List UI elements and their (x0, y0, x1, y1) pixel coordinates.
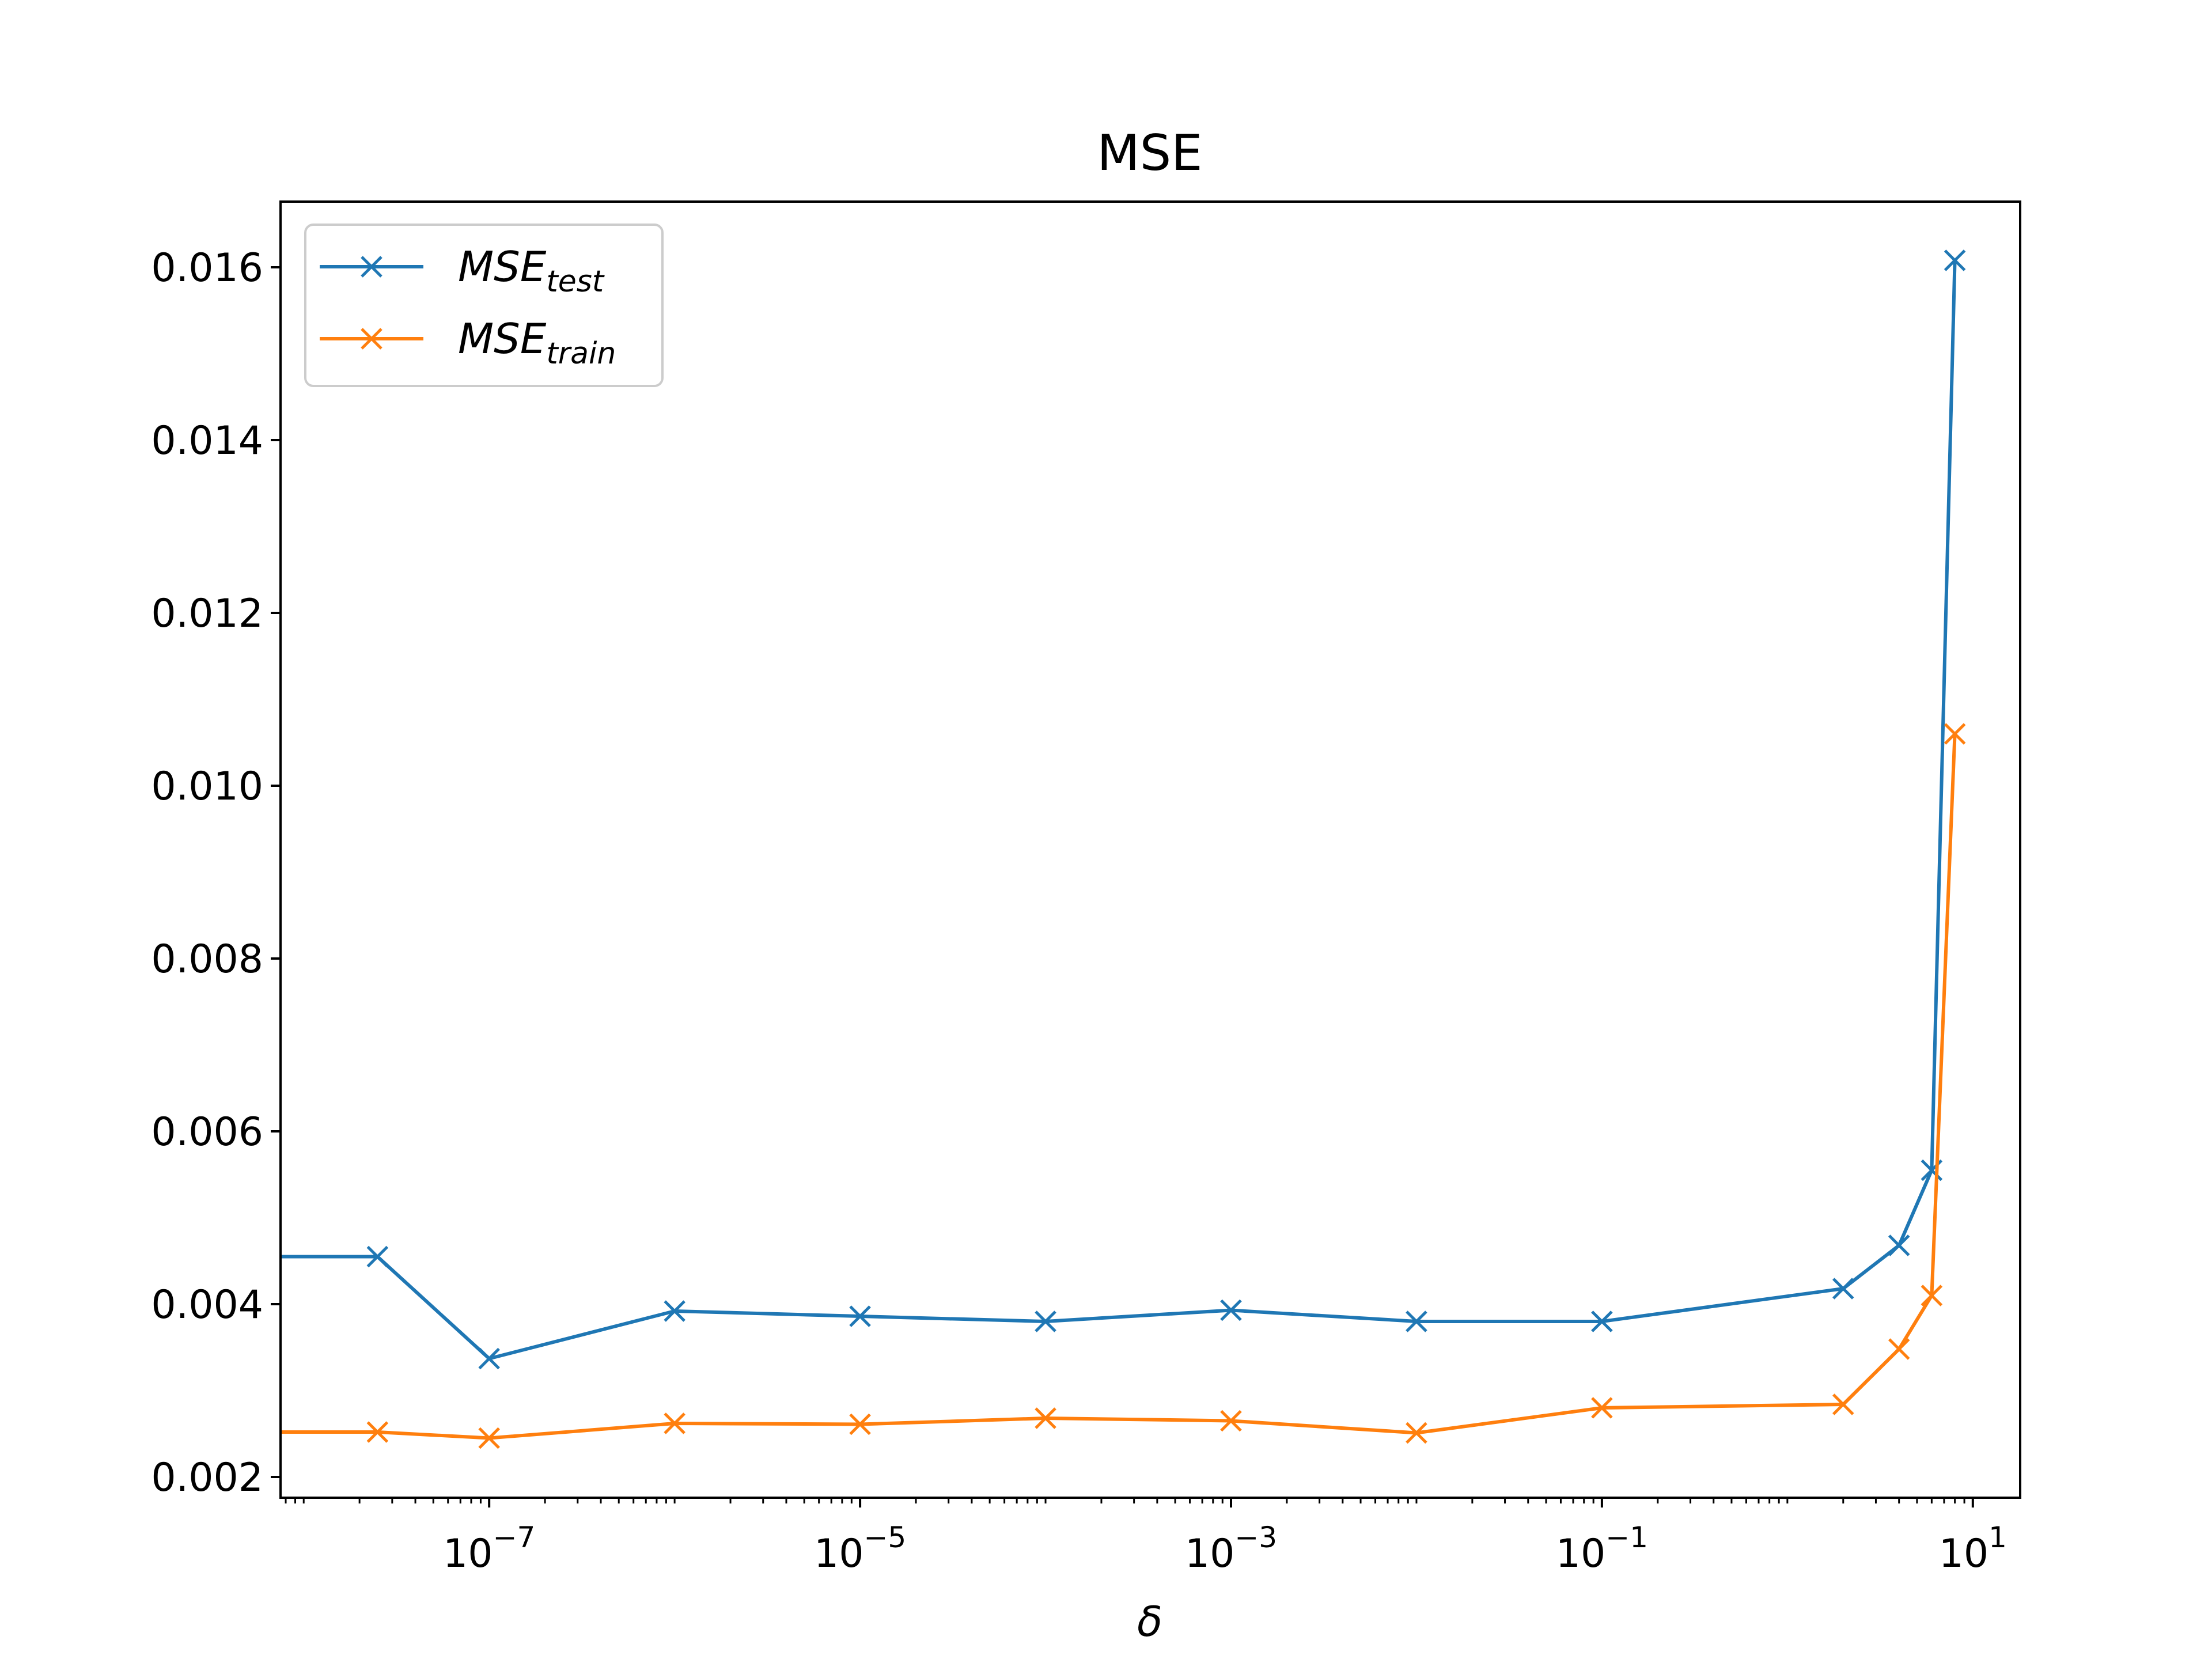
data-point-train (1888, 1338, 1910, 1360)
data-point-test (1944, 249, 1966, 271)
x-tick-label-base: 10 (443, 1531, 493, 1577)
x-tick-label-exponent: −1 (1605, 1521, 1648, 1554)
data-point-test (1832, 1278, 1854, 1300)
y-tick-label: 0.002 (151, 1455, 263, 1501)
data-point-test (366, 1245, 389, 1268)
x-tick-label: 10−3 (1185, 1521, 1277, 1577)
legend-item-train: MSEtrain (320, 315, 616, 371)
x-tick-label-base: 10 (1185, 1531, 1235, 1577)
y-tick-label: 0.014 (151, 418, 263, 464)
x-tick-label: 10−1 (1556, 1521, 1648, 1577)
data-point-test (1035, 1310, 1056, 1332)
y-tick-label: 0.006 (151, 1109, 263, 1155)
y-tick-label: 0.010 (151, 764, 263, 809)
data-point-test (478, 1347, 500, 1370)
x-tick-label-exponent: −7 (493, 1521, 536, 1554)
data-point-train (1921, 1285, 1943, 1306)
data-point-train (478, 1427, 500, 1449)
legend-item-test: MSEtest (320, 243, 605, 299)
y-axis: 0.002 0.004 0.006 0.008 0.010 0.012 0.014 0.016 (151, 245, 281, 1501)
y-tick-label: 0.016 (151, 245, 263, 291)
data-point-train (1832, 1393, 1854, 1415)
series-layer (281, 249, 1966, 1449)
legend-label-subscript: train (546, 336, 616, 371)
data-point-train (1035, 1407, 1056, 1429)
data-point-train (1220, 1410, 1242, 1432)
data-point-test (1888, 1234, 1910, 1256)
plot-frame (279, 200, 2021, 1499)
data-point-test (849, 1305, 871, 1327)
data-point-test (1591, 1310, 1613, 1332)
legend-label-subscript: test (546, 264, 604, 299)
x-tick-label-base: 10 (1939, 1531, 1989, 1577)
legend-label-main: MSE (458, 243, 547, 291)
x-axis-label: δ (1137, 1597, 1162, 1646)
x-tick-label-exponent: −5 (863, 1521, 906, 1554)
x-tick-label: 10−5 (814, 1521, 906, 1577)
data-point-train (849, 1413, 871, 1435)
data-point-train (1944, 723, 1966, 745)
x-tick-label-exponent: −3 (1234, 1521, 1277, 1554)
data-point-train (1591, 1397, 1613, 1419)
data-point-train (366, 1421, 389, 1443)
data-point-test (1220, 1299, 1242, 1321)
data-point-test (664, 1300, 685, 1322)
x-axis: 10−7 10−5 10−3 10−1 101 (285, 1498, 2007, 1577)
x-tick-label-base: 10 (1556, 1531, 1606, 1577)
y-tick-label: 0.012 (151, 591, 263, 637)
x-tick-label-base: 10 (814, 1531, 864, 1577)
y-tick-label: 0.008 (151, 937, 263, 982)
chart-title: MSE (1097, 124, 1202, 182)
y-tick-label: 0.004 (151, 1282, 263, 1328)
data-point-train (1406, 1422, 1427, 1444)
data-point-test (1406, 1310, 1427, 1332)
legend-label: MSEtest (458, 243, 605, 299)
x-tick-label: 10−7 (443, 1521, 535, 1577)
legend-label-main: MSE (458, 315, 547, 363)
x-tick-label: 101 (1939, 1521, 2007, 1577)
data-point-train (664, 1412, 685, 1434)
legend-label: MSEtrain (458, 315, 616, 371)
x-tick-label-exponent: 1 (1988, 1521, 2007, 1554)
